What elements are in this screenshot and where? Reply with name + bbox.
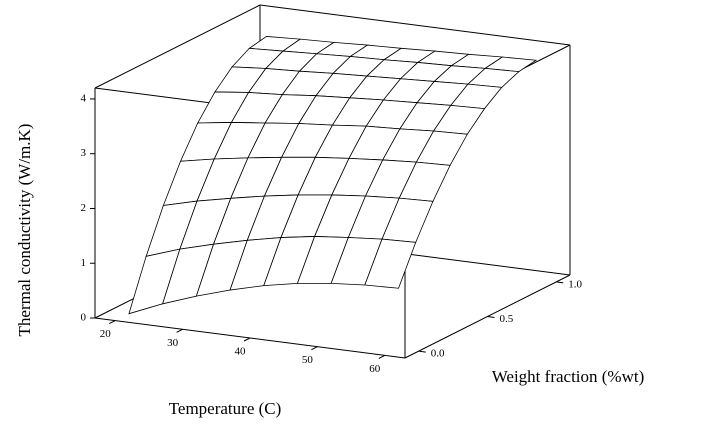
z-tick-label: 1	[81, 257, 87, 269]
x-tick	[311, 346, 318, 351]
x-tick-label: 40	[235, 346, 247, 358]
z-tick-label: 3	[81, 147, 87, 159]
y-tick-label: 0.5	[500, 313, 514, 325]
z-axis-label: Thermal conductivity (W/m.K)	[15, 124, 34, 337]
x-tick	[243, 337, 251, 342]
z-tick-label: 0	[81, 312, 87, 324]
y-tick-label: 0.0	[431, 348, 445, 360]
x-tick	[176, 328, 183, 333]
z-tick-label: 2	[81, 202, 87, 214]
surface-cell	[364, 238, 417, 289]
y-axis-label: Weight fraction (%wt)	[492, 367, 645, 386]
box-edge	[259, 4, 571, 46]
x-tick	[378, 354, 386, 359]
x-tick-label: 50	[302, 354, 314, 366]
y-tick	[556, 281, 564, 284]
x-tick-label: 30	[167, 337, 179, 349]
x-tick-label: 60	[369, 363, 381, 375]
x-axis-label: Temperature (C)	[169, 399, 282, 418]
x-tick	[108, 320, 116, 325]
box-edge	[94, 4, 261, 89]
x-tick-label: 20	[100, 328, 112, 340]
y-tick-label: 1.0	[568, 278, 582, 290]
y-tick	[487, 316, 495, 318]
y-tick	[418, 350, 426, 353]
z-tick-label: 4	[81, 92, 87, 104]
